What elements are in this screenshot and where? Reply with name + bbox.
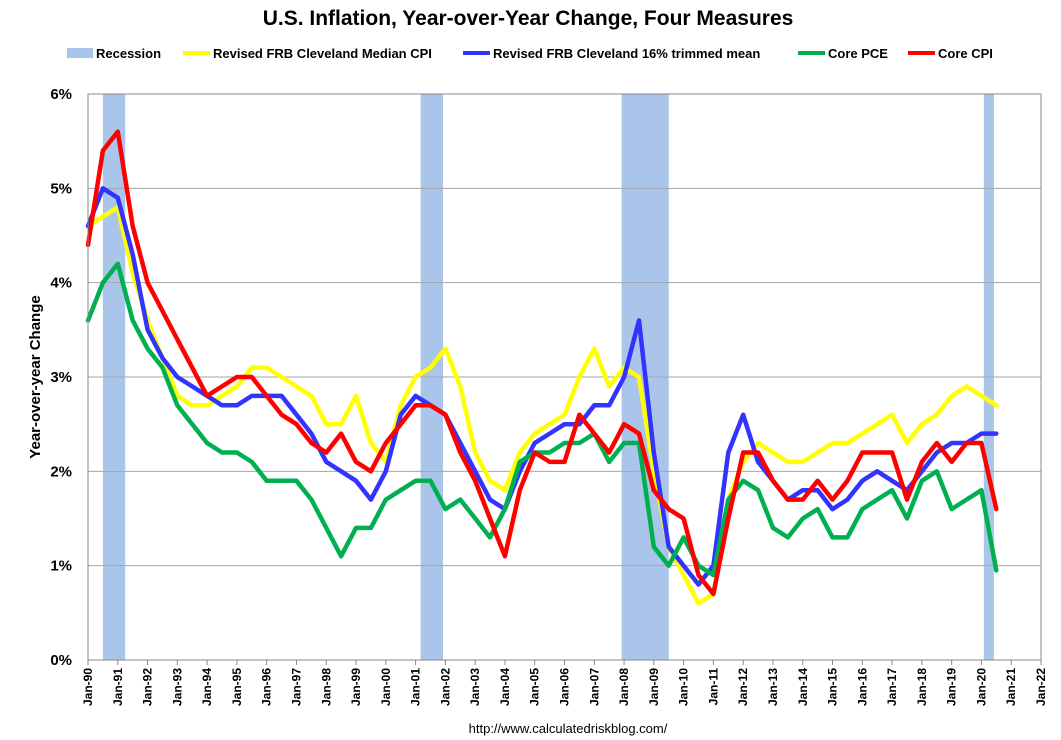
legend-swatch-recession bbox=[67, 48, 93, 58]
series-line-4 bbox=[85, 129, 999, 597]
y-axis-ticks: 0% 1% 2% 3% 4% 5% 6% bbox=[50, 86, 72, 669]
x-tick-label: Jan-07 bbox=[587, 668, 601, 706]
plot-area: 0%1%2%3%4%5%6% Jan-90 Jan-91 Jan-92 Jan-93 J… bbox=[50, 86, 1048, 706]
legend-item-recession: Recession bbox=[67, 46, 161, 61]
y-tick-label: 0% bbox=[50, 652, 72, 669]
legend-label-recession: Recession bbox=[96, 46, 161, 61]
x-tick-label: Jan-90 bbox=[81, 668, 95, 706]
y-tick-label: 2% bbox=[50, 463, 72, 480]
x-tick-label: Jan-97 bbox=[289, 668, 303, 706]
x-tick-label: Jan-01 bbox=[409, 668, 423, 706]
y-tick-label: 5% bbox=[50, 180, 72, 197]
series-lines bbox=[85, 129, 999, 606]
x-tick-label: Jan-09 bbox=[647, 668, 661, 706]
y-tick-label: 4% bbox=[50, 275, 72, 292]
source-url: http://www.calculatedriskblog.com/ bbox=[469, 721, 668, 736]
series-line-3 bbox=[85, 261, 999, 578]
x-tick-label: Jan-94 bbox=[200, 668, 214, 706]
gridlines bbox=[88, 93, 1041, 661]
x-tick-label: Jan-06 bbox=[558, 668, 572, 706]
x-tick-label: Jan-17 bbox=[885, 668, 899, 706]
x-tick-label: Jan-03 bbox=[468, 668, 482, 706]
x-tick-label: Jan-98 bbox=[319, 668, 333, 706]
legend-item-trimmed-mean: Revised FRB Cleveland 16% trimmed mean bbox=[463, 46, 760, 61]
legend-item-median-cpi: Revised FRB Cleveland Median CPI bbox=[183, 46, 432, 61]
y-axis-label: Year-over-year Change bbox=[27, 295, 44, 458]
x-tick-label: Jan-04 bbox=[498, 668, 512, 706]
legend-label-core-pce: Core PCE bbox=[828, 46, 888, 61]
x-tick-label: Jan-08 bbox=[617, 668, 631, 706]
y-tick-label: 1% bbox=[50, 558, 72, 575]
legend-item-core-pce: Core PCE bbox=[798, 46, 888, 61]
x-tick-label: Jan-14 bbox=[796, 668, 810, 706]
x-tick-label: Jan-95 bbox=[230, 668, 244, 706]
x-tick-label: Jan-99 bbox=[349, 668, 363, 706]
y-tick-label: 3% bbox=[50, 369, 72, 386]
x-tick-label: Jan-91 bbox=[111, 668, 125, 706]
legend-label-core-cpi: Core CPI bbox=[938, 46, 993, 61]
y-tick-label: 6% bbox=[50, 86, 72, 103]
x-tick-label: Jan-20 bbox=[974, 668, 988, 706]
x-tick-label: Jan-02 bbox=[438, 668, 452, 706]
x-tick-label: Jan-96 bbox=[260, 668, 274, 706]
x-tick-label: Jan-10 bbox=[677, 668, 691, 706]
x-tick-label: Jan-13 bbox=[766, 668, 780, 706]
x-tick-label: Jan-15 bbox=[826, 668, 840, 706]
x-tick-label: Jan-00 bbox=[379, 668, 393, 706]
chart-title: U.S. Inflation, Year-over-Year Change, F… bbox=[263, 7, 794, 30]
x-axis-ticks: Jan-90 Jan-91 Jan-92 Jan-93 Jan-94 Jan-95 Jan-… bbox=[81, 660, 1048, 706]
legend-label-trimmed-mean: Revised FRB Cleveland 16% trimmed mean bbox=[493, 46, 760, 61]
x-tick-label: Jan-05 bbox=[528, 668, 542, 706]
x-tick-label: Jan-19 bbox=[945, 668, 959, 706]
x-tick-label: Jan-21 bbox=[1004, 668, 1018, 706]
series-line-1 bbox=[85, 204, 999, 606]
x-tick-label: Jan-92 bbox=[141, 668, 155, 706]
legend: Recession Revised FRB Cleveland Median C… bbox=[67, 46, 993, 61]
x-tick-label: Jan-11 bbox=[706, 668, 720, 706]
x-tick-label: Jan-16 bbox=[855, 668, 869, 706]
x-tick-label: Jan-22 bbox=[1034, 668, 1048, 706]
x-tick-label: Jan-93 bbox=[170, 668, 184, 706]
series-line-2 bbox=[85, 186, 999, 587]
legend-item-core-cpi: Core CPI bbox=[908, 46, 993, 61]
x-tick-label: Jan-18 bbox=[915, 668, 929, 706]
legend-label-median-cpi: Revised FRB Cleveland Median CPI bbox=[213, 46, 432, 61]
x-tick-label: Jan-12 bbox=[736, 668, 750, 706]
